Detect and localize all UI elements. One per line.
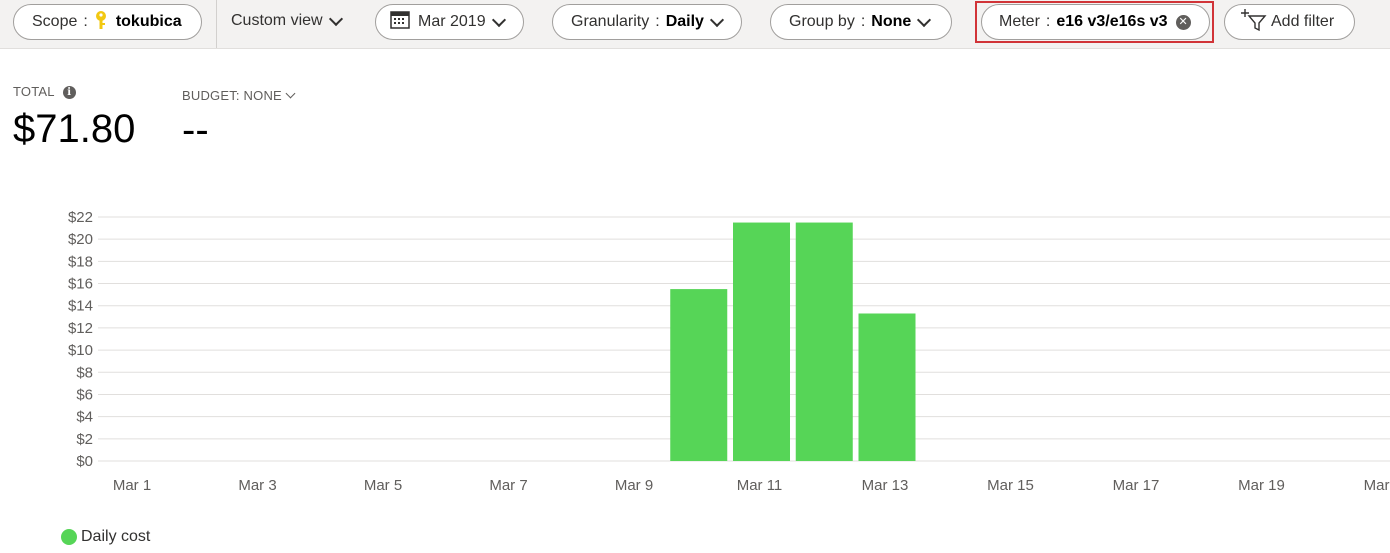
y-tick-label: $16 bbox=[68, 276, 93, 293]
x-tick-label: Mar 1 bbox=[113, 477, 151, 494]
y-tick-label: $4 bbox=[76, 409, 93, 426]
x-tick-label: Mar 9 bbox=[615, 477, 653, 494]
y-tick-label: $12 bbox=[68, 320, 93, 337]
y-tick-label: $6 bbox=[76, 386, 93, 403]
x-tick-label: Mar 3 bbox=[238, 477, 276, 494]
x-tick-label: Mar 21 bbox=[1364, 477, 1390, 494]
bar[interactable] bbox=[795, 222, 853, 461]
x-tick-label: Mar 13 bbox=[862, 477, 909, 494]
legend-swatch bbox=[61, 529, 77, 545]
granularity-label: Granularity bbox=[571, 13, 650, 30]
toolbar: Scope : tokubica Custom view Mar 2019 Gr… bbox=[0, 0, 1390, 49]
add-filter-button[interactable]: Add filter bbox=[1224, 4, 1355, 40]
x-tick-label: Mar 15 bbox=[987, 477, 1034, 494]
calendar-icon bbox=[390, 10, 410, 34]
granularity-separator: : bbox=[655, 13, 660, 30]
bar[interactable] bbox=[670, 289, 728, 461]
bar[interactable] bbox=[733, 222, 790, 461]
total-label: TOTAL i bbox=[13, 84, 76, 99]
date-value: Mar 2019 bbox=[418, 13, 486, 30]
meter-separator: : bbox=[1045, 13, 1051, 30]
budget-label: BUDGET: NONE bbox=[182, 88, 282, 103]
y-tick-label: $2 bbox=[76, 431, 93, 448]
budget-value: -- bbox=[182, 108, 209, 152]
add-filter-icon bbox=[1239, 8, 1267, 37]
scope-pill[interactable]: Scope : tokubica bbox=[13, 4, 202, 40]
date-picker-pill[interactable]: Mar 2019 bbox=[375, 4, 524, 40]
scope-label: Scope bbox=[32, 13, 78, 30]
key-icon bbox=[94, 10, 108, 35]
meter-value: e16 v3/e16s v3 bbox=[1056, 13, 1168, 30]
scope-value: tokubica bbox=[115, 13, 182, 30]
granularity-value: Daily bbox=[665, 13, 704, 30]
legend-label: Daily cost bbox=[81, 528, 151, 545]
custom-view-dropdown[interactable]: Custom view bbox=[231, 11, 343, 30]
budget-dropdown[interactable]: BUDGET: NONE bbox=[182, 88, 296, 103]
info-icon[interactable]: i bbox=[62, 86, 76, 99]
y-tick-label: $20 bbox=[68, 231, 93, 248]
group-by-separator: : bbox=[860, 13, 866, 30]
toolbar-divider bbox=[216, 0, 217, 48]
meter-filter-pill[interactable]: Meter : e16 v3/e16s v3 ✕ bbox=[981, 4, 1210, 40]
cost-chart: $0 $2 $4 $6 $8 $10 $12 $14 $16 $18 $20 $22 Mar 1 Mar … bbox=[68, 209, 1390, 494]
chart-legend[interactable]: Daily cost bbox=[61, 528, 150, 546]
x-tick-label: Mar 5 bbox=[364, 477, 402, 494]
y-tick-label: $18 bbox=[68, 253, 93, 270]
bar[interactable] bbox=[858, 313, 916, 461]
x-tick-label: Mar 17 bbox=[1113, 477, 1160, 494]
x-tick-label: Mar 7 bbox=[489, 477, 527, 494]
group-by-value: None bbox=[871, 13, 912, 30]
y-tick-label: $0 bbox=[76, 453, 93, 470]
y-tick-label: $22 bbox=[68, 209, 93, 226]
y-tick-label: $8 bbox=[76, 364, 93, 381]
group-by-label: Group by bbox=[789, 13, 855, 30]
x-tick-label: Mar 11 bbox=[737, 477, 783, 494]
custom-view-label: Custom view bbox=[231, 12, 323, 29]
granularity-pill[interactable]: Granularity : Daily bbox=[552, 4, 742, 40]
total-label-text: TOTAL bbox=[13, 84, 55, 99]
add-filter-label: Add filter bbox=[1271, 13, 1335, 30]
scope-separator: : bbox=[83, 13, 88, 30]
meter-label: Meter bbox=[999, 13, 1040, 30]
x-tick-label: Mar 19 bbox=[1238, 477, 1285, 494]
y-tick-label: $14 bbox=[68, 298, 93, 315]
total-value: $71.80 bbox=[13, 107, 136, 151]
y-tick-label: $10 bbox=[68, 342, 93, 359]
meter-highlight-box bbox=[975, 1, 1214, 43]
close-icon[interactable]: ✕ bbox=[1175, 14, 1191, 30]
group-by-pill[interactable]: Group by : None bbox=[770, 4, 952, 40]
